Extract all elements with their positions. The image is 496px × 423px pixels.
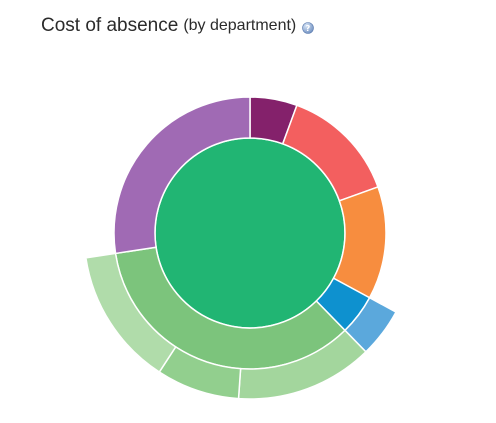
svg-text:?: ? <box>306 24 311 33</box>
sunburst-level-3-slice-3[interactable] <box>85 252 177 374</box>
help-circle-icon-glyph: ? <box>302 22 315 34</box>
chart-title: Cost of absence <box>41 15 179 36</box>
sunburst-level-1-slice-0[interactable] <box>154 137 346 329</box>
chart-header: Cost of absence (by department) ? <box>41 12 315 40</box>
chart-subtitle: (by department) <box>183 17 297 34</box>
sunburst-level-2-slice-5[interactable] <box>113 96 251 255</box>
help-circle-icon[interactable]: ? <box>302 21 315 34</box>
